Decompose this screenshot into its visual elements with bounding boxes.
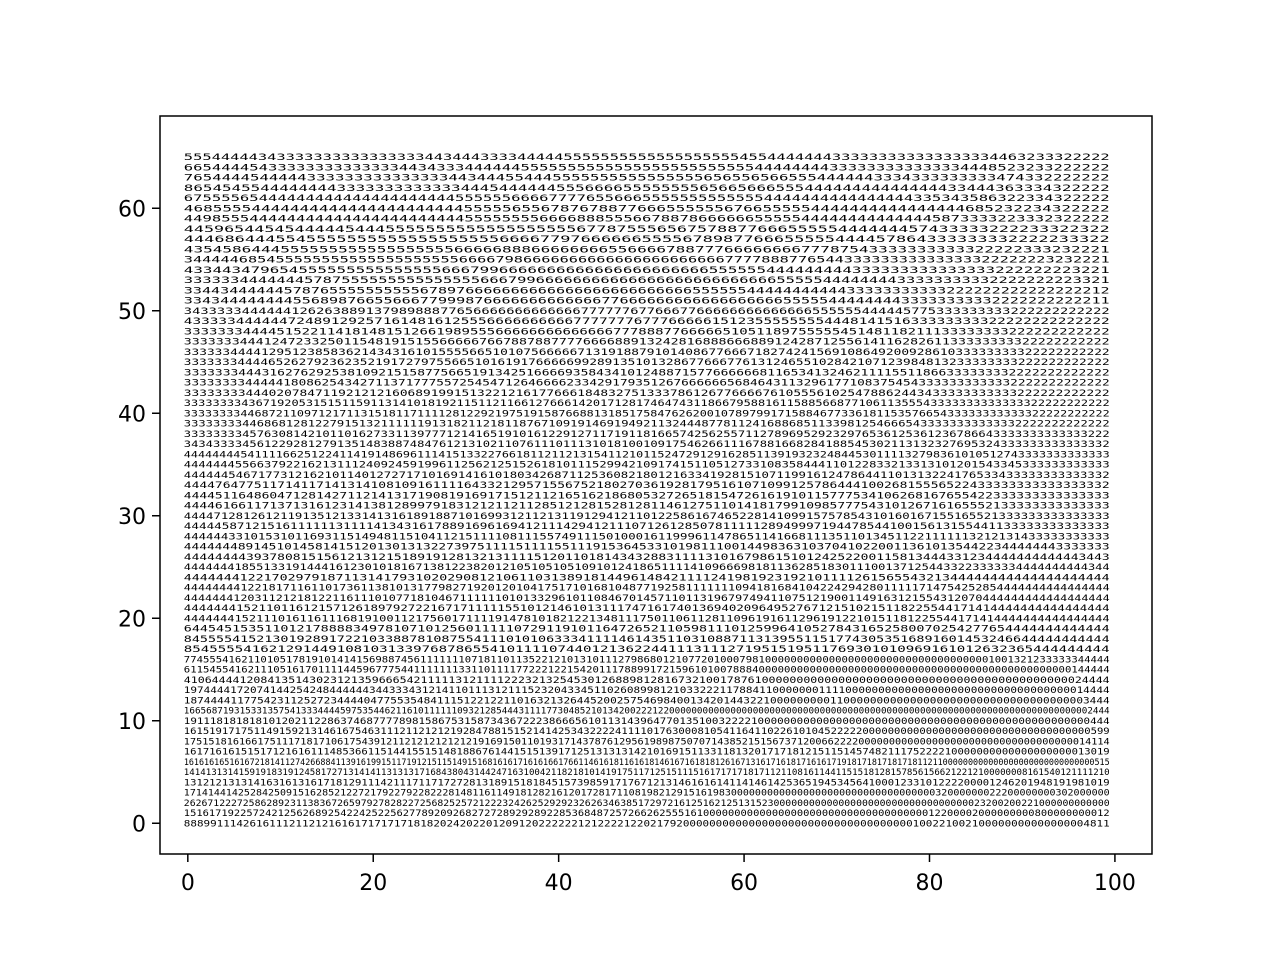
- cell-label-row: 3333333444451522114181481512661989555666…: [184, 327, 1110, 337]
- x-tick-label: 80: [915, 871, 943, 896]
- cell-label-row: 1974444172074144254248444444344333431214…: [184, 686, 1110, 696]
- x-tick-label: 0: [181, 871, 195, 896]
- cell-label-row: 4444712812612119135121331413161891887101…: [184, 512, 1110, 522]
- cell-label-row: 3333333344687211097121711315181171111281…: [184, 409, 1110, 419]
- cell-label-row: 4444458712151611111131111413431617889169…: [184, 522, 1110, 532]
- plot-area: [160, 116, 1152, 854]
- cell-label-row: 3333333444124723325011548191515566666766…: [184, 338, 1110, 348]
- cell-label-row: 1617161615151712161611148536611514415515…: [184, 748, 1110, 758]
- cell-label-row: 1714144142528425091516285212272179227922…: [184, 789, 1110, 799]
- x-tick-label: 100: [1094, 871, 1136, 896]
- cell-label-row: 7654444544444333333333333333443444554445…: [184, 174, 1110, 184]
- cell-label-row: 5554444434333333333333333344344433334444…: [184, 153, 1110, 163]
- cell-label-row: 1615191717511491592131461675463111211212…: [184, 727, 1110, 737]
- x-axis: 0 20 40 60 80 100: [181, 854, 1136, 896]
- cell-label-row: 3333334444444578755555555555555566679966…: [184, 276, 1110, 286]
- cell-labels: 8889911142616111211212161617171717181820…: [184, 153, 1110, 829]
- cell-label-row: 3434333345612292812791351483887484761213…: [184, 440, 1110, 450]
- cell-label-row: 1665687193153313575413334444597535446211…: [184, 707, 1110, 717]
- cell-label-row: 8654545544444444333333333333344454444445…: [184, 184, 1110, 194]
- cell-label-row: 3333334444129512385836214343161015555665…: [184, 348, 1110, 358]
- cell-label-row: 3333333344402078471192121216068919915132…: [184, 389, 1110, 399]
- plot-frame: [159, 115, 1153, 855]
- cell-label-row: 6445451535110121788883497810710125601111…: [184, 625, 1110, 635]
- cell-label-row: 4444764775117141171413141081091611116433…: [184, 481, 1110, 491]
- cell-label-row: 4444444439378081515612131215189191281321…: [184, 553, 1110, 563]
- cell-label-row: 4333334444447248912925716148161255566666…: [184, 317, 1110, 327]
- cell-label-row: 1414131314159191831912458172713141411313…: [184, 768, 1110, 778]
- cell-label-row: 4444444454111166251224114191486961114151…: [184, 450, 1110, 460]
- cell-label-row: 4459654454544444544455555555555555555556…: [184, 225, 1110, 235]
- cell-label-row: 8889911142616111211212161617171717181820…: [184, 819, 1110, 829]
- cell-label-row: 1874444117754231125272344440477553548411…: [184, 696, 1110, 706]
- cell-label-row: 3333333444465262792362352191727975566510…: [184, 358, 1110, 368]
- cell-label-row: 4444616611713713161231413812899791831212…: [184, 502, 1110, 512]
- cell-label-row: 4334434796545555555555555556667996666666…: [184, 266, 1110, 276]
- cell-label-row: 1616161651616721814112742668841139161991…: [184, 758, 1110, 768]
- cell-label-row: 1312121313141631613161718129111421117117…: [184, 778, 1110, 788]
- x-tick-label: 20: [359, 871, 387, 896]
- cell-label-row: 8455554152130192891722103388781087554111…: [184, 635, 1110, 645]
- cell-label-row: 4444444185513319144416123010181671381223…: [184, 563, 1110, 573]
- x-tick-label: 40: [545, 871, 573, 896]
- y-tick-label: 40: [118, 402, 146, 427]
- cell-label-row: 4444444152110116121571261897927221671711…: [184, 604, 1110, 614]
- y-tick-label: 20: [118, 607, 146, 632]
- cell-label-row: 4685555444444444444444444444455555655678…: [184, 204, 1110, 214]
- cell-label-row: 6115455416211105161701111445967775441111…: [184, 666, 1110, 676]
- cell-label-row: 6755556544444444444444444444455555566667…: [184, 194, 1110, 204]
- cell-label-row: 4444444122170297918711314179310202908121…: [184, 573, 1110, 583]
- cell-label-row: 4444444152111016116111681910011217560171…: [184, 614, 1110, 624]
- cell-label-row: 2626712227258628923113836726597927828227…: [184, 799, 1110, 809]
- cell-label-row: 4498555444444444444444444444445555555566…: [184, 215, 1110, 225]
- cell-label-row: 3333333344686812812279151321111119131821…: [184, 420, 1110, 430]
- cell-label-row: 4444445467177312162101140127271710169141…: [184, 471, 1110, 481]
- cell-label-row: 4354586444555555555555555555666668886666…: [184, 245, 1110, 255]
- x-tick-label: 60: [730, 871, 758, 896]
- cell-label-row: 3333333343671920531515115911314101819211…: [184, 399, 1110, 409]
- cell-label-row: 3333333344444180862543427113717775572545…: [184, 379, 1110, 389]
- cell-label-row: 4444444556637922162131112409245919961125…: [184, 461, 1110, 471]
- cell-label-row: 3433333444444126263889137989888776566666…: [184, 307, 1110, 317]
- y-axis: 0 10 20 30 40 50 60: [118, 197, 160, 837]
- y-tick-label: 30: [118, 505, 146, 530]
- cell-label-row: 4446864445545555555555555555555666677976…: [184, 235, 1110, 245]
- cell-label-row: 6654444543333333333333344343334444445555…: [184, 163, 1110, 173]
- cell-label-row: 4444444120311212181221161110107718104671…: [184, 594, 1110, 604]
- y-tick-label: 0: [132, 812, 146, 837]
- y-tick-label: 60: [118, 197, 146, 222]
- cell-label-row: 4444444412218171161101736113810131779827…: [184, 584, 1110, 594]
- cell-label-row: 3333333345763081421011016273311397771214…: [184, 430, 1110, 440]
- cell-label-row: 4444444891451014581415120130131322739751…: [184, 543, 1110, 553]
- cell-label-row: 4444443310153101169311514948115104112151…: [184, 532, 1110, 542]
- cell-label-row: 7745554162110105178191014141569887456111…: [184, 655, 1110, 665]
- cell-label-row: 1911181818181012021122863746877778981586…: [184, 717, 1110, 727]
- cell-label-row: 3343444444445568987665566677999876666666…: [184, 297, 1110, 307]
- cell-label-row: 1516171922572421256268925422425225627789…: [184, 809, 1110, 819]
- cell-label-row: 4444511648604712814271121413171908191691…: [184, 491, 1110, 501]
- cell-label-row: 3344344444457876555555555567897666666666…: [184, 286, 1110, 296]
- y-tick-label: 50: [118, 300, 146, 325]
- cell-label-row: 3444446854555555555555555555556666798666…: [184, 256, 1110, 266]
- cell-label-row: 1751518161661751117181710617543912112121…: [184, 737, 1110, 747]
- cell-label-row: 3333333444316276292538109215158775665191…: [184, 368, 1110, 378]
- cell-label-row: 8545555416212914491081031339768786554101…: [184, 645, 1110, 655]
- cell-label-row: 4106444412084135143023121359666542111113…: [184, 676, 1110, 686]
- y-tick-label: 10: [118, 710, 146, 735]
